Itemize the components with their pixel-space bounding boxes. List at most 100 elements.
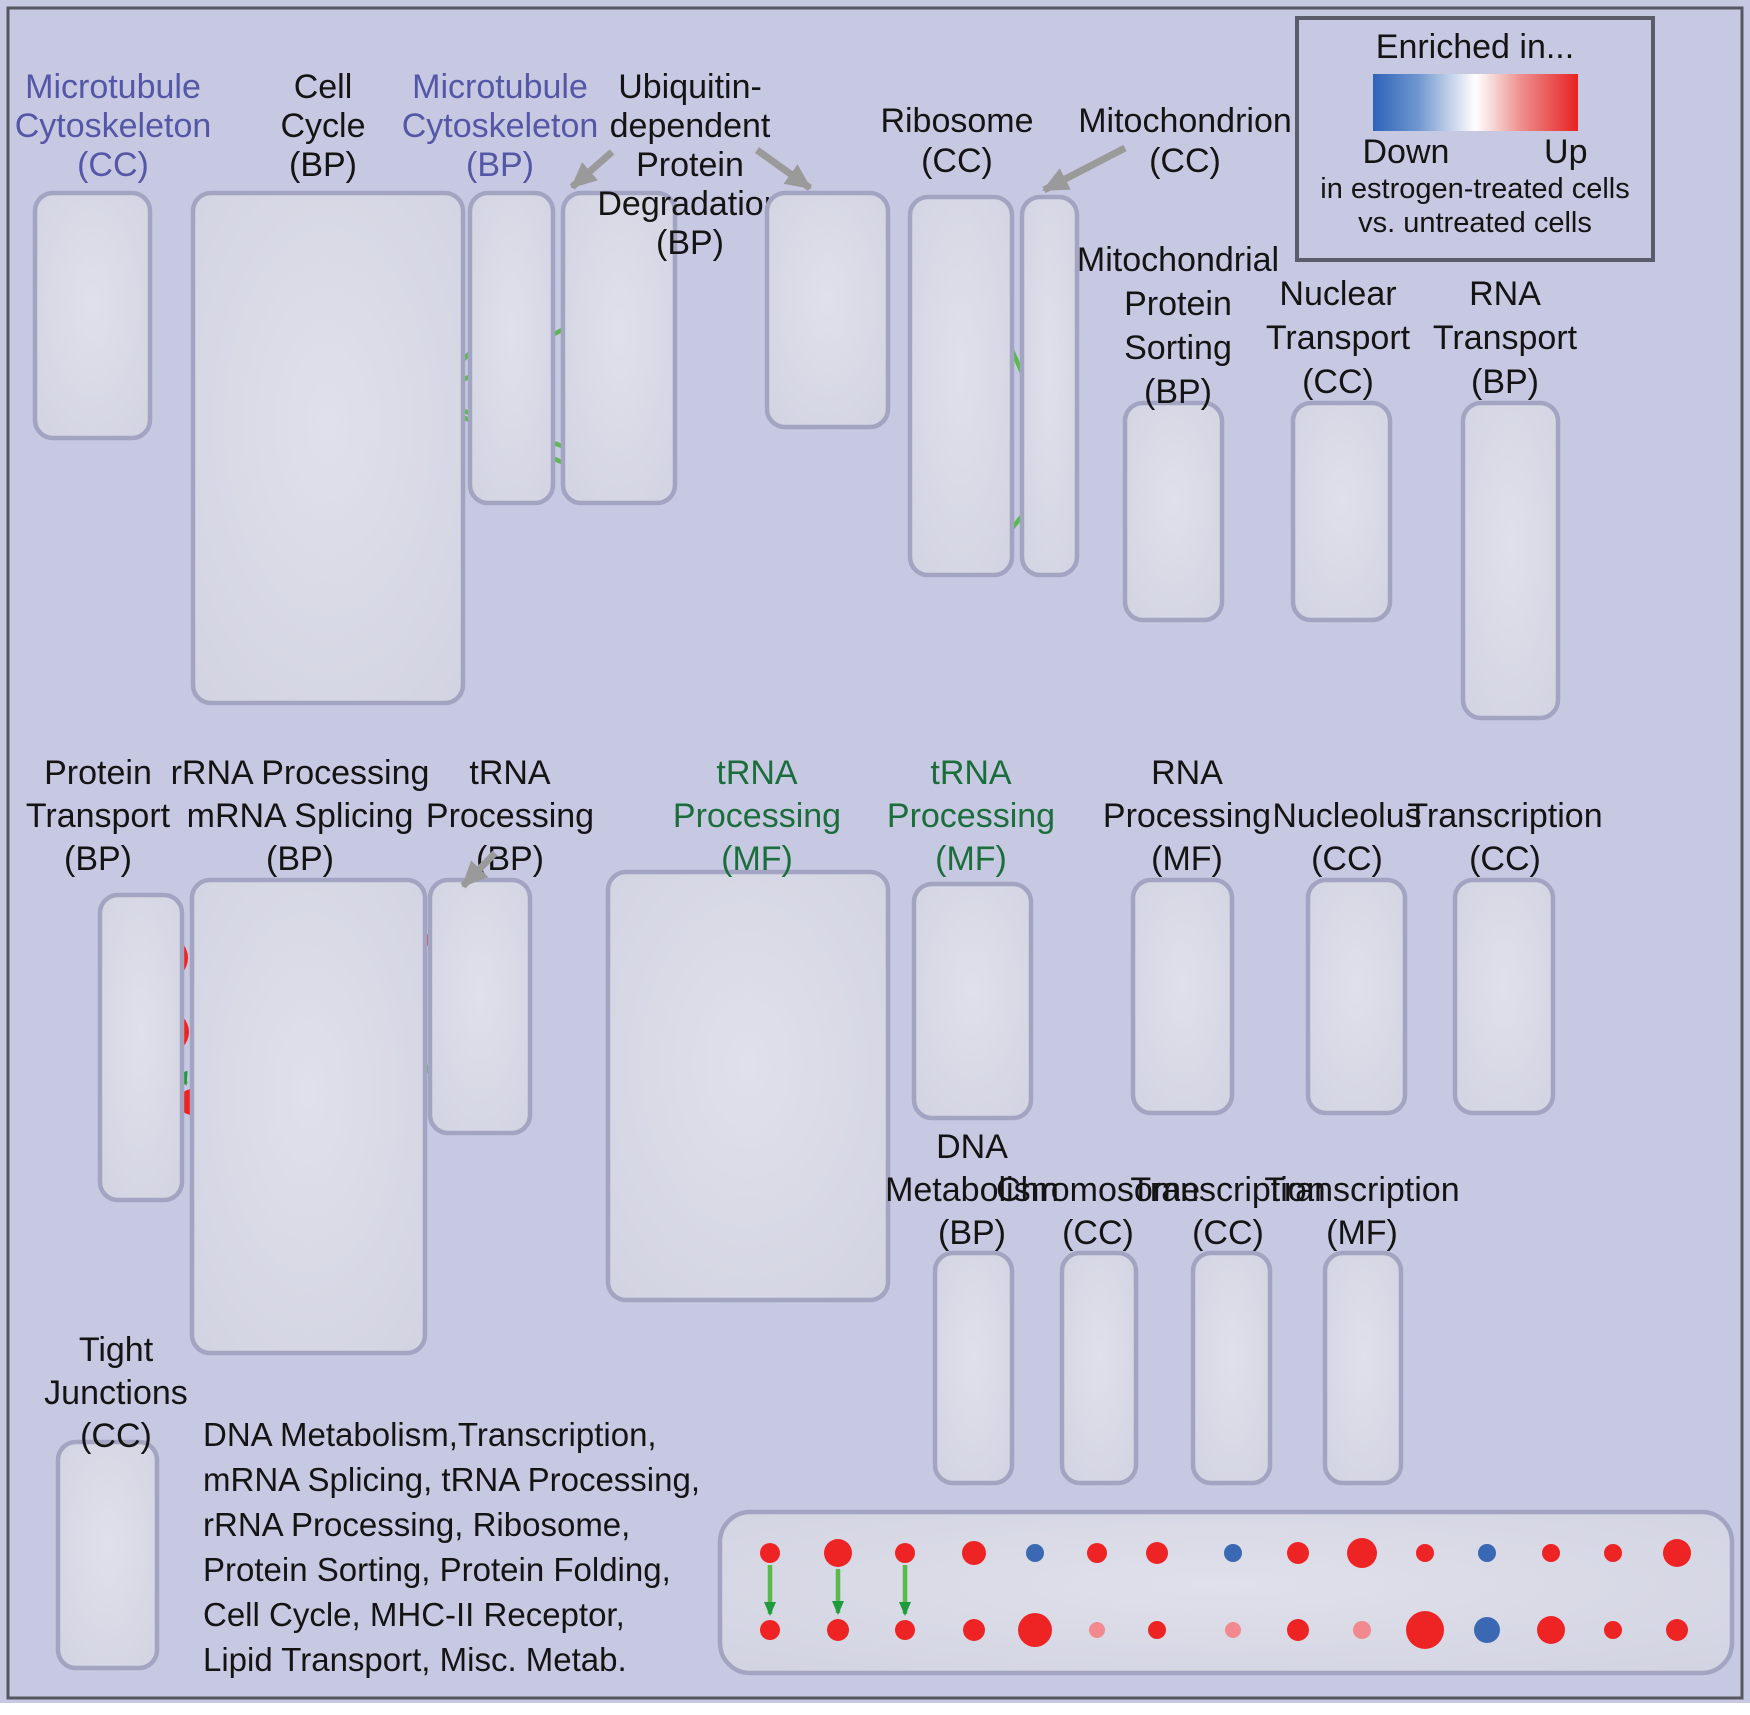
rna-transport-bp-label: RNA: [1469, 275, 1541, 313]
transcription-cc-row2-box: [1452, 877, 1556, 1116]
misc-bottom-node: [962, 1541, 986, 1565]
misc-bottom-node: [1018, 1613, 1052, 1647]
misc-bottom-node: [1087, 1543, 1107, 1563]
trna-processing-mf-1-box: [605, 869, 891, 1303]
misc-categories-text: DNA Metabolism,Transcription, mRNA Splic…: [203, 1412, 700, 1682]
trna-processing-bp-label: tRNA: [469, 754, 551, 792]
transcription-cc-row3-box: [1190, 1250, 1273, 1486]
transcription-mf-label: Transcription: [1264, 1171, 1459, 1209]
label-pointer-arrow: [460, 850, 498, 889]
misc-bottom-node: [1406, 1611, 1444, 1649]
ribosome-cc-label: (CC): [921, 142, 993, 180]
misc-bottom-node: [1353, 1621, 1371, 1639]
misc-bottom-node: [1604, 1621, 1622, 1639]
transcription-cc-row3-label: Transcription: [1130, 1171, 1325, 1209]
trna-processing-mf-1-label: (MF): [721, 840, 793, 878]
transcription-mf-label: (MF): [1326, 1214, 1398, 1252]
transcription-cc-row3-label: (CC): [1192, 1214, 1264, 1252]
misc-bottom-node: [1416, 1544, 1434, 1562]
microtubule-cytoskeleton-bp-label: Cytoskeleton: [402, 107, 599, 145]
mitochondrion-cc-box: [1019, 194, 1080, 578]
figure-border: [6, 6, 1744, 1700]
misc-bottom-node: [1663, 1539, 1691, 1567]
rrna-processing-mrna-splicing-bp-label: rRNA Processing: [171, 754, 430, 792]
protein-transport-bp-label: (BP): [64, 840, 132, 878]
misc-line: DNA Metabolism,Transcription,: [203, 1416, 657, 1453]
misc-bottom-node: [963, 1619, 985, 1641]
mitochondrial-protein-sorting-bp-label: Mitochondrial: [1077, 241, 1279, 279]
misc-bottom-box: [717, 1509, 1735, 1676]
transcription-cc-row2-label: (CC): [1469, 840, 1541, 878]
transcription-mf-box: [1322, 1250, 1404, 1486]
microtubule-cytoskeleton-cc-label: Microtubule: [25, 68, 201, 106]
rna-processing-mf-label: RNA: [1151, 754, 1223, 792]
misc-bottom-node: [1604, 1544, 1622, 1562]
mitochondrion-cc-label: (CC): [1149, 142, 1221, 180]
legend-up-label: Up: [1544, 133, 1588, 171]
microtubule-cytoskeleton-bp-box: [467, 190, 556, 506]
cell-cycle-bp-label: Cycle: [280, 107, 365, 145]
rna-transport-bp-box: [1460, 400, 1561, 721]
misc-line: Lipid Transport, Misc. Metab.: [203, 1641, 627, 1678]
chromosome-cc-label: (CC): [1062, 1214, 1134, 1252]
ubiquitin-dependent-protein-degradation-bp-label: Protein: [636, 146, 744, 184]
rna-processing-mf-label: (MF): [1151, 840, 1223, 878]
nuclear-transport-cc-label: (CC): [1302, 363, 1374, 401]
chromosome-cc-label: Chromosome: [996, 1171, 1200, 1209]
trna-processing-mf-2-label: Processing: [887, 797, 1055, 835]
misc-bottom-node: [824, 1539, 852, 1567]
dna-metabolism-bp-label: (BP): [938, 1214, 1006, 1252]
misc-bottom-node: [895, 1543, 915, 1563]
protein-transport-bp-box: [97, 892, 185, 1203]
ubiquitin-dependent-protein-degradation-bp-label: dependent: [610, 107, 771, 145]
trna-processing-mf-2-label: tRNA: [930, 754, 1012, 792]
misc-bottom-node: [1537, 1616, 1565, 1644]
cell-cycle-bp-box: [190, 190, 466, 706]
rna-transport-bp-label: Transport: [1433, 319, 1578, 357]
ribosome-cc-box: [907, 194, 1015, 578]
ubiquitin-dependent-protein-degradation-bp-label: (BP): [656, 224, 724, 262]
nuclear-transport-cc-label: Nuclear: [1279, 275, 1396, 313]
misc-bottom-node: [1347, 1538, 1377, 1568]
cell-cycle-bp-label: (BP): [289, 146, 357, 184]
ubiquitin-dependent-protein-degradation-bp-label: Ubiquitin-: [618, 68, 762, 106]
legend-subtitle-2: vs. untreated cells: [1358, 207, 1592, 239]
nuclear-transport-cc-box: [1290, 400, 1393, 623]
microtubule-cytoskeleton-cc-label: (CC): [77, 146, 149, 184]
microtubule-cytoskeleton-cc-label: Cytoskeleton: [15, 107, 212, 145]
rrna-processing-mrna-splicing-bp-box: [189, 877, 428, 1356]
trna-processing-mf-1-label: Processing: [673, 797, 841, 835]
microtubule-cytoskeleton-bp-label: (BP): [466, 146, 534, 184]
misc-line: mRNA Splicing, tRNA Processing,: [203, 1461, 701, 1498]
label-pointer-arrow: [1042, 144, 1127, 194]
chromosome-cc-box: [1059, 1250, 1139, 1486]
rrna-processing-mrna-splicing-bp-label: (BP): [266, 840, 334, 878]
mitochondrial-protein-sorting-bp-label: Protein: [1124, 285, 1232, 323]
nuclear-transport-cc-label: Transport: [1266, 319, 1411, 357]
dna-metabolism-bp-label: Metabolism: [885, 1171, 1059, 1209]
protein-transport-bp-label: Protein: [44, 754, 152, 792]
trna-processing-bp-box: [427, 877, 533, 1136]
misc-line: Cell Cycle, MHC-II Receptor,: [203, 1596, 625, 1633]
legend-title: Enriched in...: [1375, 28, 1575, 66]
ubiquitin-dependent-protein-degradation-bp-label: Degradation: [597, 185, 782, 223]
misc-bottom-node: [1148, 1621, 1166, 1639]
rna-processing-mf-label: Processing: [1103, 797, 1271, 835]
misc-bottom-node: [1474, 1617, 1500, 1643]
tight-junctions-cc-label: Tight: [79, 1331, 154, 1369]
misc-line: Protein Sorting, Protein Folding,: [203, 1551, 671, 1588]
misc-bottom-node: [760, 1620, 780, 1640]
misc-bottom-node: [760, 1543, 780, 1563]
nucleolus-cc-label: Nucleolus: [1272, 797, 1421, 835]
misc-bottom-node: [1146, 1542, 1168, 1564]
ubiquitin-degradation-chain-box: [764, 190, 891, 430]
misc-bottom-node: [1225, 1622, 1241, 1638]
misc-bottom-node: [1666, 1619, 1688, 1641]
protein-transport-bp-label: Transport: [26, 797, 171, 835]
trna-processing-mf-2-box: [911, 881, 1034, 1121]
misc-bottom-node: [1478, 1544, 1496, 1562]
nucleolus-cc-label: (CC): [1311, 840, 1383, 878]
misc-bottom-node: [1224, 1544, 1242, 1562]
